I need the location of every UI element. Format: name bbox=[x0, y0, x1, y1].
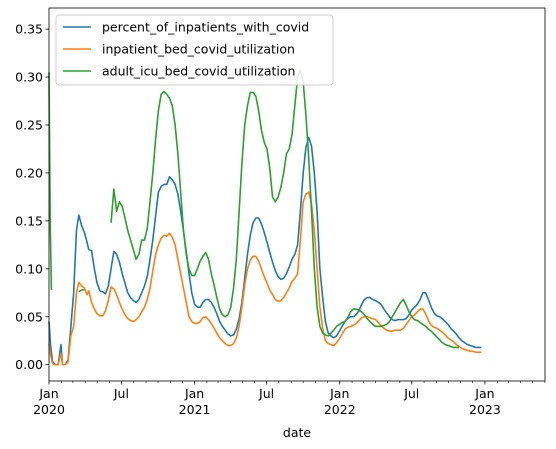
x-tick-label: Jan bbox=[184, 386, 204, 401]
x-axis-title: date bbox=[283, 425, 311, 440]
x-tick-label: Jan bbox=[38, 386, 58, 401]
x-tick-label: Jan bbox=[329, 386, 349, 401]
y-tick-label: 0.25 bbox=[15, 117, 43, 132]
y-tick-label: 0.10 bbox=[15, 261, 43, 276]
x-tick-label: Jul bbox=[113, 386, 129, 401]
legend-label-3: adult_icu_bed_covid_utilization bbox=[102, 64, 295, 79]
legend: percent_of_inpatients_with_covid inpatien… bbox=[56, 15, 333, 85]
y-tick-label: 0.20 bbox=[15, 165, 43, 180]
y-tick-label: 0.00 bbox=[15, 357, 43, 372]
legend-label-1: percent_of_inpatients_with_covid bbox=[102, 20, 309, 35]
x-tick-label: Jan bbox=[474, 386, 494, 401]
y-tick-label: 0.05 bbox=[15, 309, 43, 324]
y-tick-label: 0.30 bbox=[15, 70, 43, 85]
y-axis: 0.00 0.05 0.10 0.15 0.20 0.25 0.30 0.35 bbox=[15, 22, 49, 373]
y-tick-label: 0.15 bbox=[15, 213, 43, 228]
y-tick-label: 0.35 bbox=[15, 22, 43, 37]
x-tick-year-label: 2021 bbox=[179, 402, 211, 417]
x-tick-year-label: 2023 bbox=[469, 402, 501, 417]
legend-label-2: inpatient_bed_covid_utilization bbox=[102, 42, 295, 57]
x-tick-label: Jul bbox=[403, 386, 419, 401]
x-tick-year-label: 2020 bbox=[33, 402, 65, 417]
x-tick-label: Jul bbox=[258, 386, 274, 401]
x-tick-year-label: 2022 bbox=[324, 402, 356, 417]
